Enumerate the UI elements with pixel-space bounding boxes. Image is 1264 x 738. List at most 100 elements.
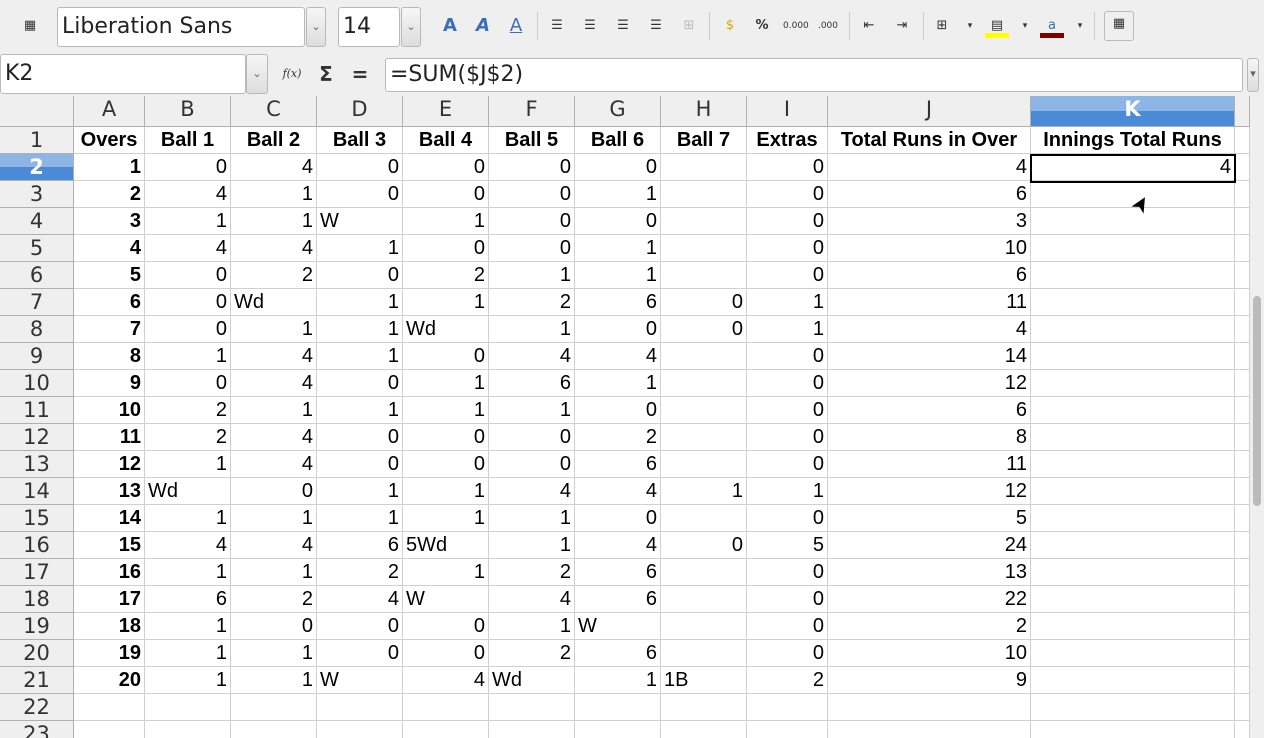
cell-F11[interactable]: 1: [489, 397, 575, 424]
cell-J18[interactable]: 22: [828, 586, 1031, 613]
cell-J9[interactable]: 14: [828, 343, 1031, 370]
cell-L6[interactable]: [1235, 262, 1250, 289]
cell-L10[interactable]: [1235, 370, 1250, 397]
cell-A11[interactable]: 10: [74, 397, 145, 424]
cell-D12[interactable]: 0: [317, 424, 403, 451]
cell-D8[interactable]: 1: [317, 316, 403, 343]
cell-F20[interactable]: 2: [489, 640, 575, 667]
cell-G13[interactable]: 6: [575, 451, 661, 478]
cell-K5[interactable]: [1031, 235, 1235, 262]
cell-K16[interactable]: [1031, 532, 1235, 559]
cell-G1[interactable]: Ball 6: [575, 127, 661, 154]
cell-B17[interactable]: 1: [145, 559, 231, 586]
cell-G6[interactable]: 1: [575, 262, 661, 289]
cell-A14[interactable]: 13: [74, 478, 145, 505]
cell-I19[interactable]: 0: [747, 613, 828, 640]
cell-I23[interactable]: [747, 721, 828, 738]
cell-C8[interactable]: 1: [231, 316, 317, 343]
cell-E6[interactable]: 2: [403, 262, 489, 289]
font-name-dropdown[interactable]: ⌄: [306, 7, 326, 47]
cell-H8[interactable]: 0: [661, 316, 747, 343]
cell-I5[interactable]: 0: [747, 235, 828, 262]
cell-J4[interactable]: 3: [828, 208, 1031, 235]
cell-G17[interactable]: 6: [575, 559, 661, 586]
cell-G2[interactable]: 0: [575, 154, 661, 181]
cell-B2[interactable]: 0: [145, 154, 231, 181]
cell-H14[interactable]: 1: [661, 478, 747, 505]
cell-A6[interactable]: 5: [74, 262, 145, 289]
cell-K11[interactable]: [1031, 397, 1235, 424]
cell-E1[interactable]: Ball 4: [403, 127, 489, 154]
cell-G20[interactable]: 6: [575, 640, 661, 667]
cell-E7[interactable]: 1: [403, 289, 489, 316]
cell-A2[interactable]: 1: [74, 154, 145, 181]
cell-C11[interactable]: 1: [231, 397, 317, 424]
cell-H12[interactable]: [661, 424, 747, 451]
cell-H16[interactable]: 0: [661, 532, 747, 559]
cell-H21[interactable]: 1B: [661, 667, 747, 694]
styles-icon[interactable]: ▦: [23, 18, 37, 33]
cell-H18[interactable]: [661, 586, 747, 613]
cell-G14[interactable]: 4: [575, 478, 661, 505]
percent-icon[interactable]: %: [755, 18, 769, 33]
cell-I3[interactable]: 0: [747, 181, 828, 208]
column-header-B[interactable]: B: [145, 96, 231, 127]
cell-B9[interactable]: 1: [145, 343, 231, 370]
cell-D7[interactable]: 1: [317, 289, 403, 316]
column-header-K[interactable]: K: [1031, 96, 1235, 127]
cell-E20[interactable]: 0: [403, 640, 489, 667]
cell-K3[interactable]: [1031, 181, 1235, 208]
column-header-A[interactable]: A: [74, 96, 145, 127]
row-header-6[interactable]: 6: [0, 262, 74, 289]
cell-F21[interactable]: Wd: [489, 667, 575, 694]
row-header-8[interactable]: 8: [0, 316, 74, 343]
cell-F2[interactable]: 0: [489, 154, 575, 181]
background-color-dropdown[interactable]: ▾: [1022, 21, 1028, 31]
cell-B15[interactable]: 1: [145, 505, 231, 532]
cell-I17[interactable]: 0: [747, 559, 828, 586]
formula-input[interactable]: =SUM($J$2): [385, 58, 1243, 92]
cell-E3[interactable]: 0: [403, 181, 489, 208]
italic-icon[interactable]: A: [476, 15, 490, 36]
cell-B14[interactable]: Wd: [145, 478, 231, 505]
cell-A17[interactable]: 16: [74, 559, 145, 586]
cell-E5[interactable]: 0: [403, 235, 489, 262]
cell-F13[interactable]: 0: [489, 451, 575, 478]
font-color-icon[interactable]: a: [1040, 14, 1064, 38]
cell-A18[interactable]: 17: [74, 586, 145, 613]
cell-K12[interactable]: [1031, 424, 1235, 451]
column-header-E[interactable]: E: [403, 96, 489, 127]
bold-icon[interactable]: A: [443, 15, 457, 36]
cell-L11[interactable]: [1235, 397, 1250, 424]
cell-A4[interactable]: 3: [74, 208, 145, 235]
cell-G11[interactable]: 0: [575, 397, 661, 424]
cell-D14[interactable]: 1: [317, 478, 403, 505]
cell-B22[interactable]: [145, 694, 231, 721]
cell-F18[interactable]: 4: [489, 586, 575, 613]
cell-L4[interactable]: [1235, 208, 1250, 235]
cell-K18[interactable]: [1031, 586, 1235, 613]
cell-A7[interactable]: 6: [74, 289, 145, 316]
row-header-9[interactable]: 9: [0, 343, 74, 370]
cell-B18[interactable]: 6: [145, 586, 231, 613]
cell-J16[interactable]: 24: [828, 532, 1031, 559]
cell-D5[interactable]: 1: [317, 235, 403, 262]
row-header-12[interactable]: 12: [0, 424, 74, 451]
cell-A8[interactable]: 7: [74, 316, 145, 343]
cell-A5[interactable]: 4: [74, 235, 145, 262]
cell-J6[interactable]: 6: [828, 262, 1031, 289]
cell-D10[interactable]: 0: [317, 370, 403, 397]
cell-H22[interactable]: [661, 694, 747, 721]
cell-I2[interactable]: 0: [747, 154, 828, 181]
cell-J3[interactable]: 6: [828, 181, 1031, 208]
align-left-icon[interactable]: ☰: [551, 18, 563, 33]
cell-J23[interactable]: [828, 721, 1031, 738]
cell-L22[interactable]: [1235, 694, 1250, 721]
cell-E10[interactable]: 1: [403, 370, 489, 397]
cell-E12[interactable]: 0: [403, 424, 489, 451]
cell-L16[interactable]: [1235, 532, 1250, 559]
cell-I14[interactable]: 1: [747, 478, 828, 505]
cell-C19[interactable]: 0: [231, 613, 317, 640]
font-size-input[interactable]: 14: [338, 7, 400, 47]
column-header-D[interactable]: D: [317, 96, 403, 127]
